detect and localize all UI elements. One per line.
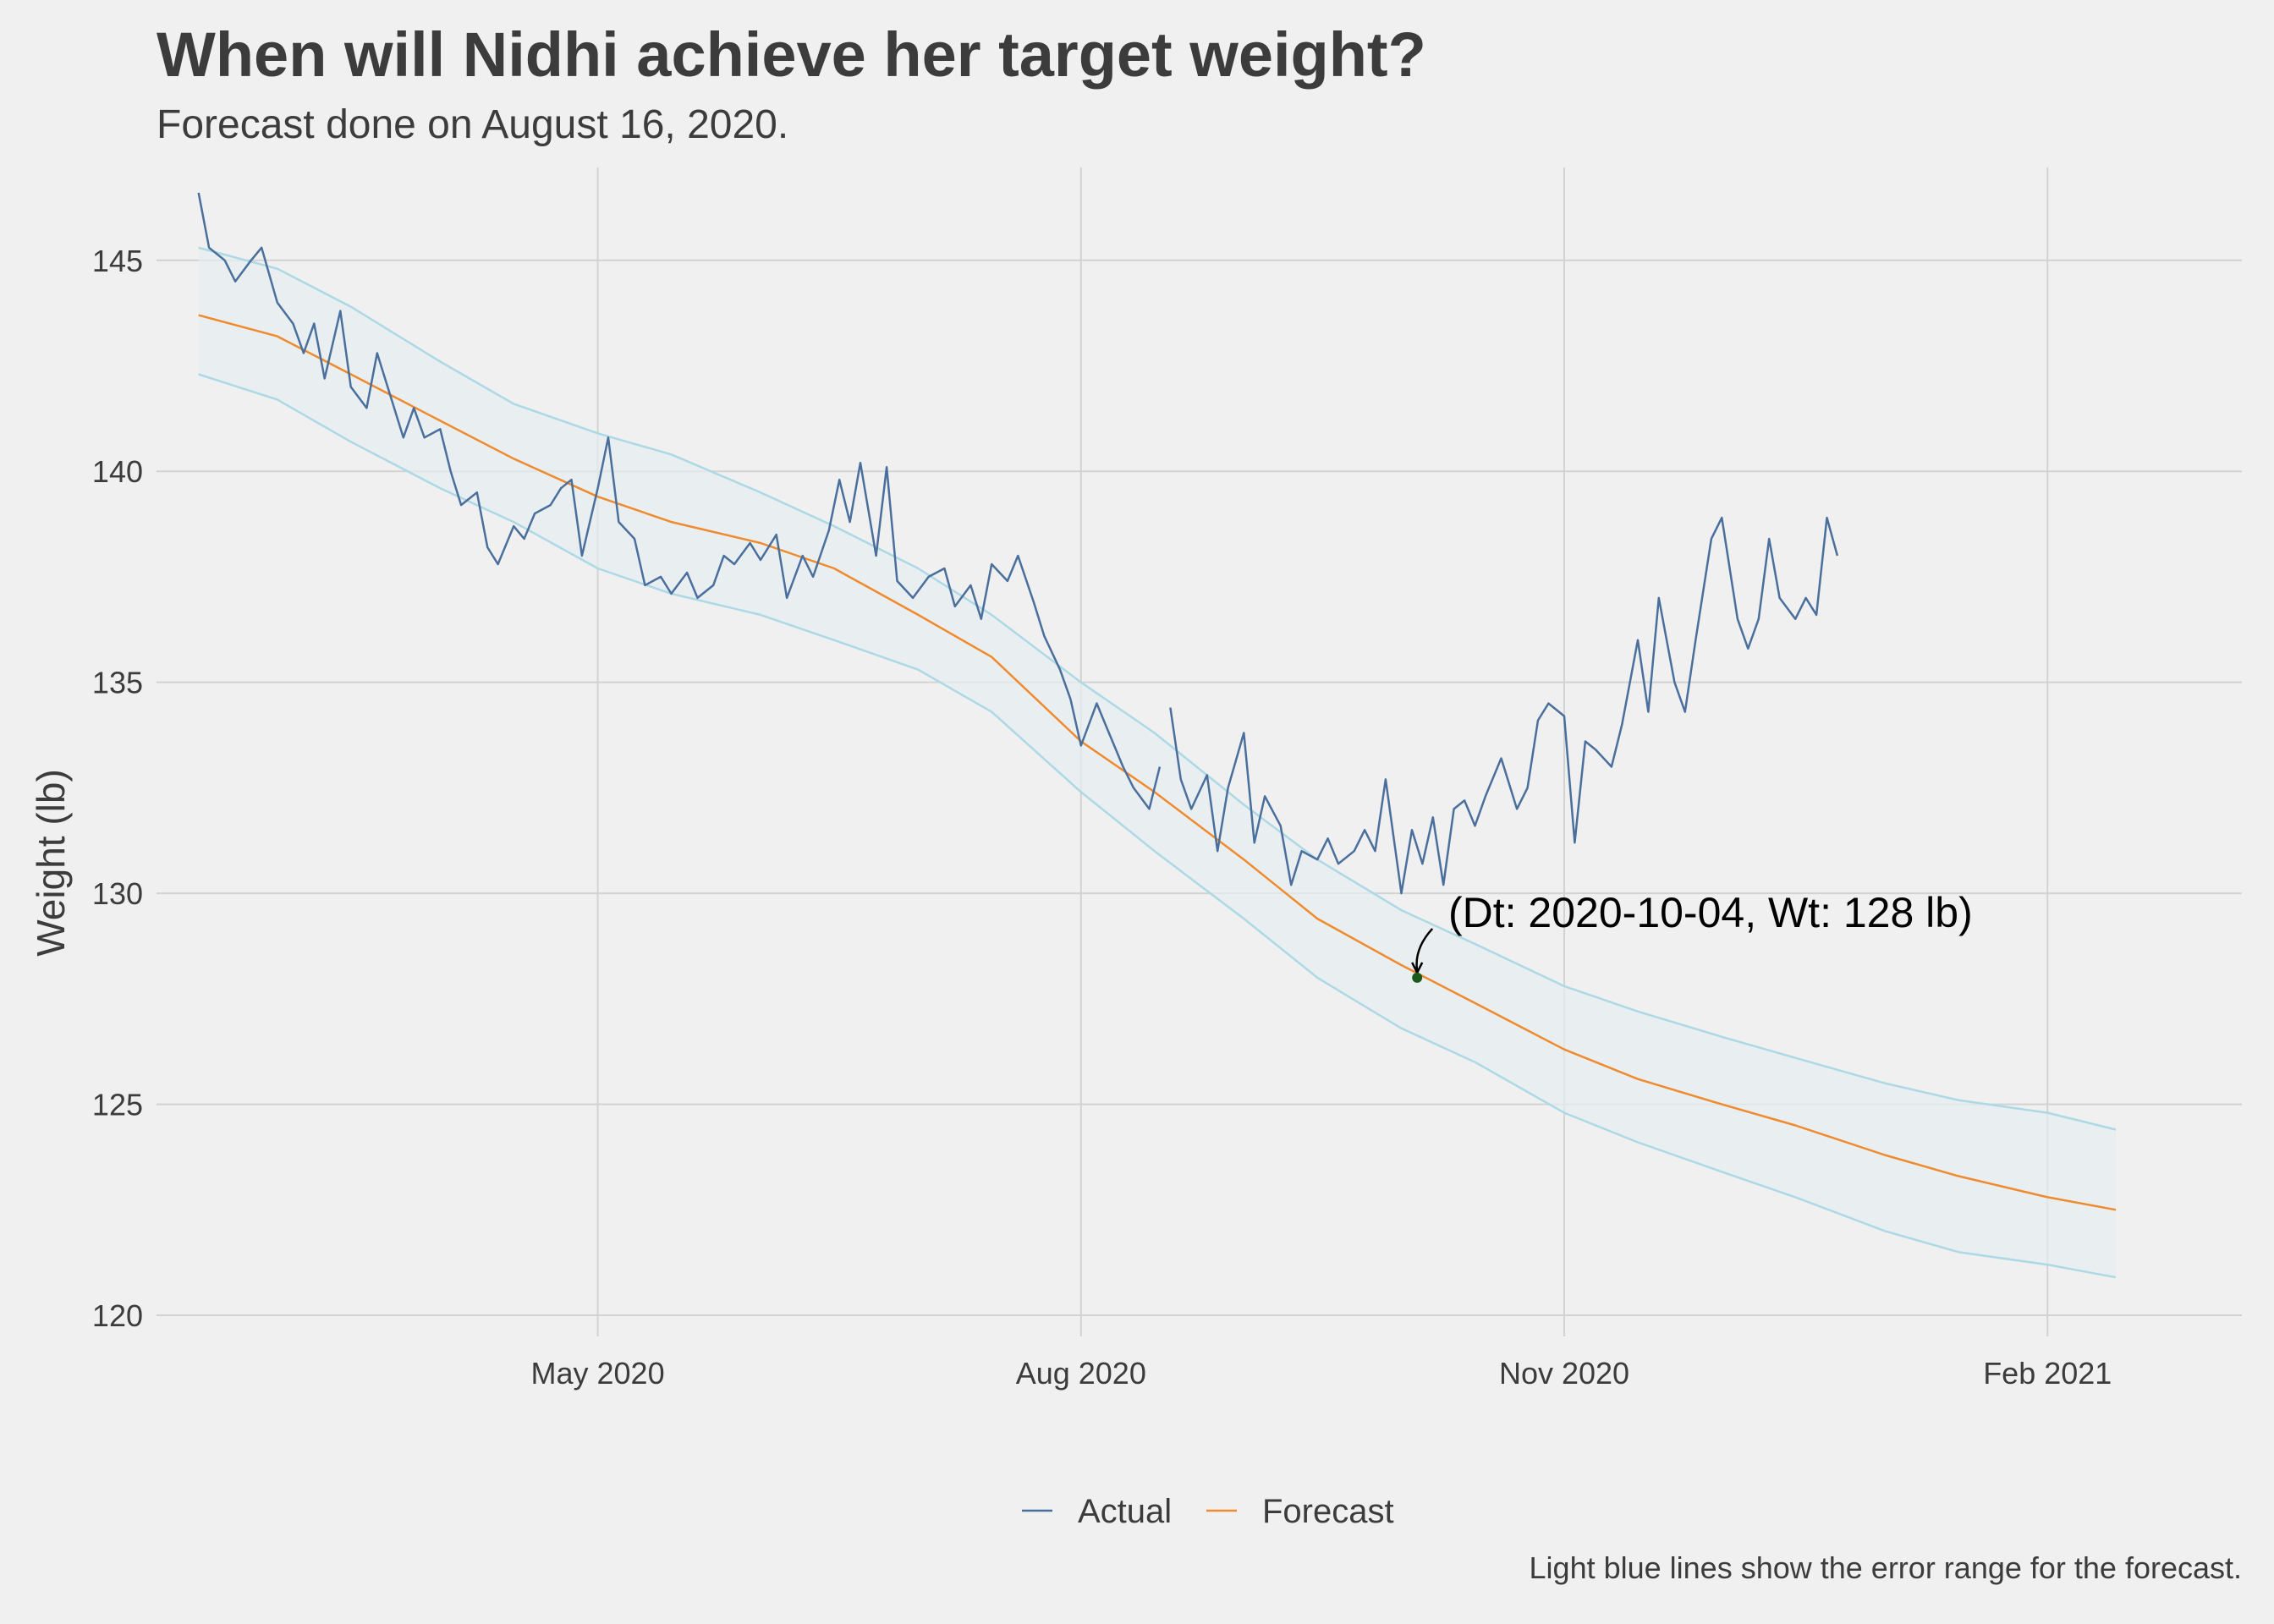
axis-ticks: 120 125 130 135 140 145 May 2020 Aug 2020 Nov 20… xyxy=(92,244,2112,1391)
legend: Actual Forecast xyxy=(1022,1493,1394,1530)
y-tick-label: 130 xyxy=(92,876,143,911)
y-tick-label: 145 xyxy=(92,244,143,278)
x-tick-label: Aug 2020 xyxy=(1016,1356,1146,1391)
x-tick-label: Feb 2021 xyxy=(1983,1356,2112,1391)
y-tick-label: 120 xyxy=(92,1298,143,1333)
error-band xyxy=(198,247,2116,1278)
y-tick-label: 135 xyxy=(92,666,143,700)
series-line-actual-after-forecast xyxy=(1169,516,1839,895)
chart-subtitle: Forecast done on August 16, 2020. xyxy=(157,102,789,147)
annotation-point xyxy=(1412,972,1423,983)
series-line-lower xyxy=(198,373,2117,1279)
annotation-label: (Dt: 2020-10-04, Wt: 128 lb) xyxy=(1448,889,1973,936)
annotation-arrow xyxy=(1415,928,1434,972)
y-axis-label: Weight (lb) xyxy=(29,769,73,957)
chart-title: When will Nidhi achieve her target weigh… xyxy=(157,19,1426,90)
series-line-upper xyxy=(198,246,2117,1131)
x-tick-label: Nov 2020 xyxy=(1499,1356,1629,1391)
y-tick-label: 140 xyxy=(92,454,143,489)
legend-label: Forecast xyxy=(1262,1493,1394,1530)
series-lines xyxy=(197,192,2117,1279)
annotation-arrowhead xyxy=(1411,962,1424,975)
x-tick-label: May 2020 xyxy=(531,1356,665,1391)
chart-caption: Light blue lines show the error range fo… xyxy=(1529,1550,2242,1585)
error-band-fill xyxy=(198,247,2116,1278)
y-tick-label: 125 xyxy=(92,1088,143,1122)
annotation: (Dt: 2020-10-04, Wt: 128 lb) xyxy=(1411,889,1973,983)
legend-label: Actual xyxy=(1078,1493,1172,1530)
series-line-actual xyxy=(197,192,1162,810)
